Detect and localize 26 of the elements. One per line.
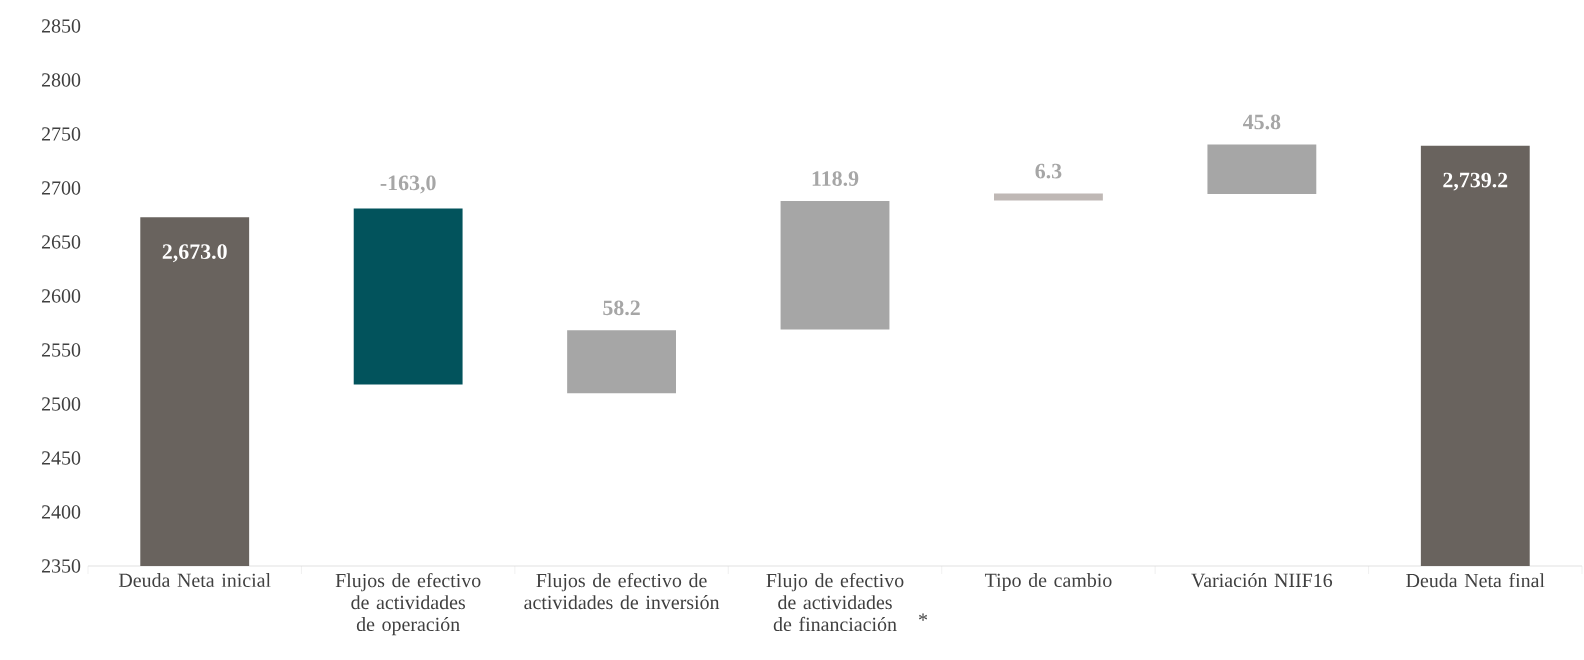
y-tick-label: 2350: [41, 559, 81, 573]
y-tick-label: 2650: [41, 235, 81, 249]
y-tick-label: 2800: [41, 73, 81, 87]
y-tick-label: 2550: [41, 343, 81, 357]
data-label: 118.9: [812, 171, 859, 187]
y-tick-label: 2450: [41, 451, 81, 465]
data-label: 58.2: [603, 300, 640, 316]
x-tick-label: Flujos de efectivo de actividades de inversión: [524, 573, 720, 610]
x-tick-label: Flujo de efectivo de actividades de financiación: [766, 573, 904, 632]
y-tick-label: 2500: [41, 397, 81, 411]
y-tick-label: 2700: [41, 181, 81, 195]
x-tick-label: Tipo de cambio: [984, 573, 1112, 592]
text: *: [918, 613, 928, 621]
y-tick-label: 2750: [41, 127, 81, 141]
y-tick-label: 2400: [41, 505, 81, 519]
x-tick-label: Deuda Neta inicial: [118, 573, 271, 588]
x-tick-label: Flujos de efectivo de actividades de operación: [335, 573, 481, 636]
data-label: 2,673.0: [162, 244, 227, 263]
data-label: 45.8: [1243, 114, 1281, 130]
x-tick-label: Variación NIIF16: [1191, 573, 1333, 588]
data-label: 2,739.2: [1443, 172, 1508, 191]
data-label: -163,0: [380, 175, 436, 194]
x-tick-label: Deuda Neta final: [1406, 573, 1545, 588]
data-label: 6.3: [1035, 163, 1062, 179]
y-tick-label: 2600: [41, 289, 81, 303]
y-tick-label: 2850: [41, 19, 81, 33]
